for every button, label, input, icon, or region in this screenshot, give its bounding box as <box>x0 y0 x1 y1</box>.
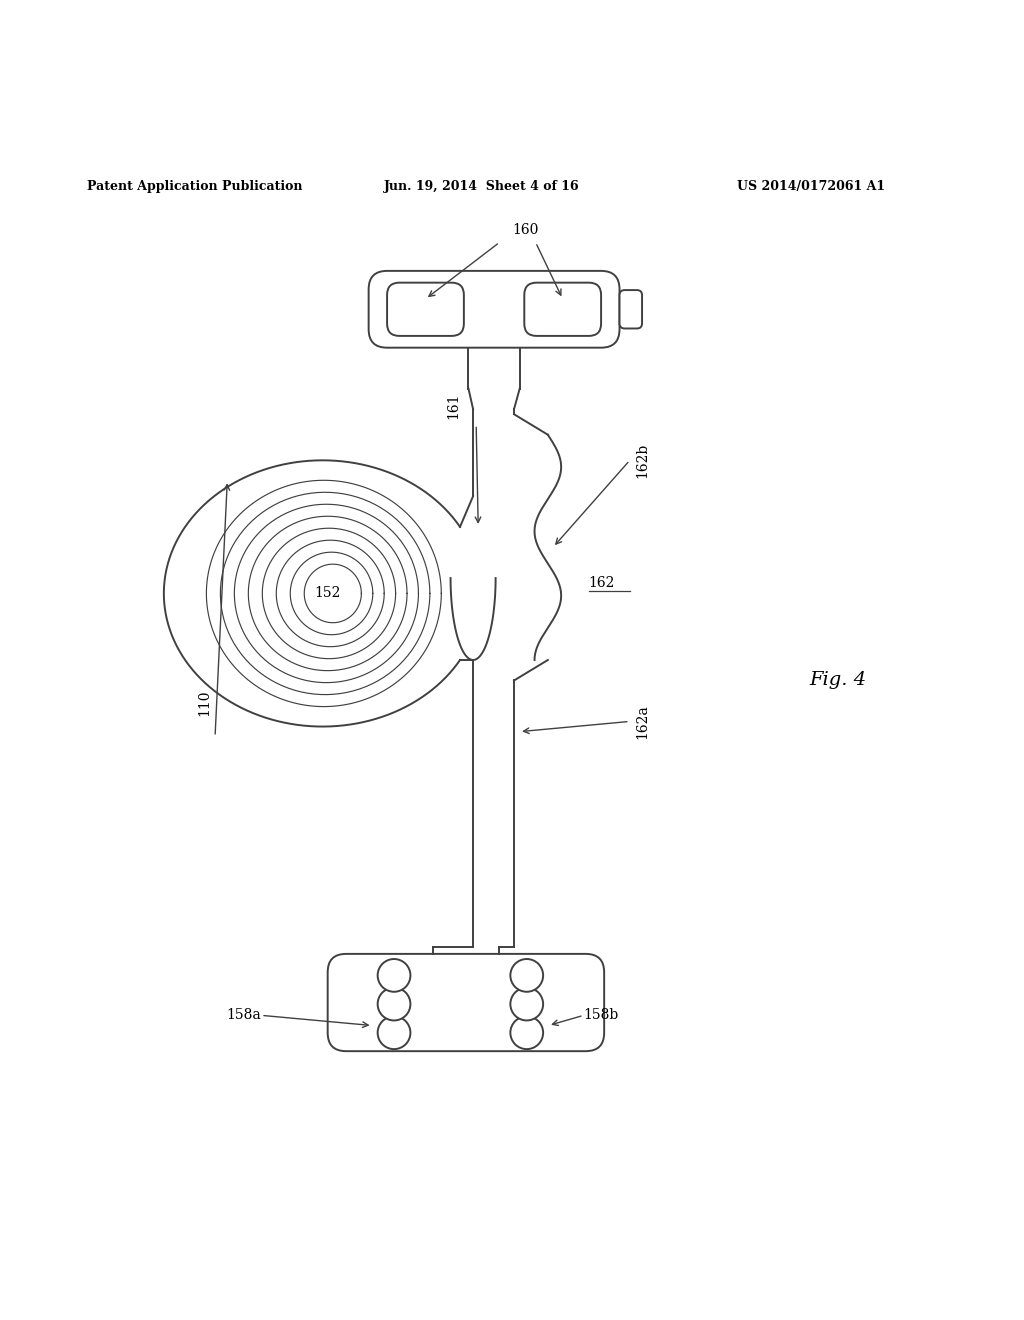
FancyBboxPatch shape <box>369 271 620 347</box>
Circle shape <box>510 960 543 991</box>
Circle shape <box>510 987 543 1020</box>
Text: 160: 160 <box>512 223 539 238</box>
FancyBboxPatch shape <box>328 954 604 1051</box>
Circle shape <box>510 1016 543 1049</box>
Text: 152: 152 <box>314 586 341 601</box>
FancyBboxPatch shape <box>620 290 642 329</box>
Circle shape <box>378 1016 411 1049</box>
Text: 158b: 158b <box>584 1008 618 1022</box>
Text: 162a: 162a <box>635 704 649 739</box>
Text: Fig. 4: Fig. 4 <box>809 672 866 689</box>
Text: 162: 162 <box>589 577 615 590</box>
FancyBboxPatch shape <box>524 282 601 335</box>
Text: 161: 161 <box>446 393 461 420</box>
Circle shape <box>378 960 411 991</box>
Text: Patent Application Publication: Patent Application Publication <box>87 181 302 194</box>
Text: 110: 110 <box>198 690 212 717</box>
Text: US 2014/0172061 A1: US 2014/0172061 A1 <box>737 181 886 194</box>
Text: 162b: 162b <box>635 442 649 478</box>
Text: Jun. 19, 2014  Sheet 4 of 16: Jun. 19, 2014 Sheet 4 of 16 <box>384 181 580 194</box>
Text: 158a: 158a <box>226 1008 261 1022</box>
Circle shape <box>378 987 411 1020</box>
FancyBboxPatch shape <box>387 282 464 335</box>
